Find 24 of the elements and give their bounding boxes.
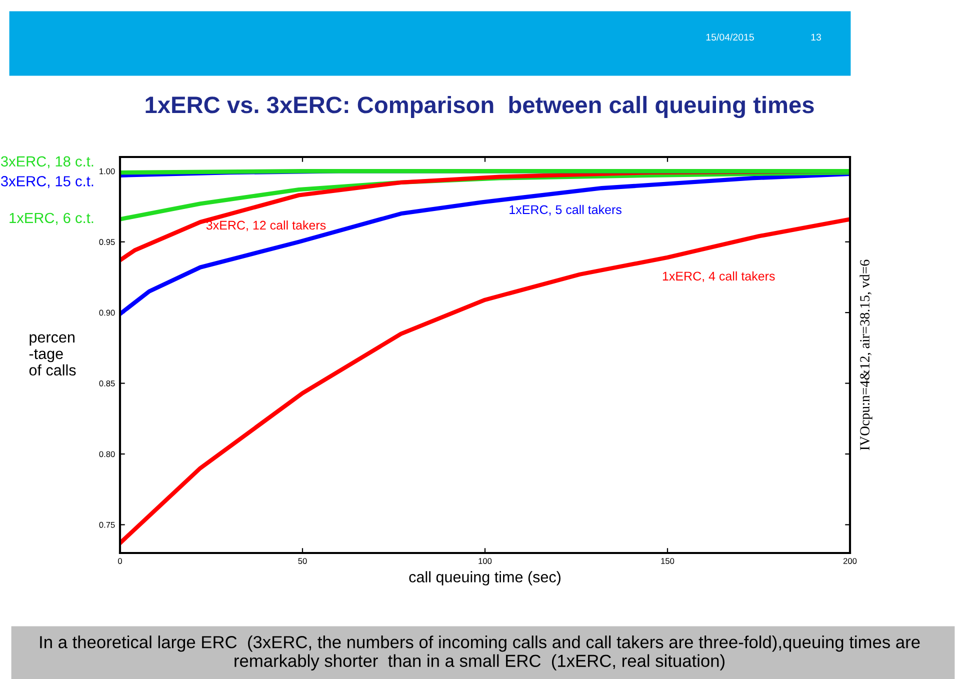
series-label: 1xERC, 6 c.t. <box>10 212 94 225</box>
y-tick-label: 0.90 <box>99 310 115 316</box>
series-label: 3xERC, 18 c.t. <box>0 156 94 168</box>
series-label: 3xERC, 12 call takers <box>206 220 326 232</box>
x-tick-label: 50 <box>298 558 307 564</box>
series-label: 1xERC, 4 call takers <box>662 271 775 282</box>
series-label: 1xERC, 5 call takers <box>510 204 622 216</box>
y-tick-label: 0.95 <box>99 239 115 245</box>
y-tick-label: 1.00 <box>100 168 115 174</box>
y-tick-label: 0.75 <box>99 522 115 528</box>
chart-title: 1xERC vs. 3xERC: Comparison between call queuing times <box>146 96 814 118</box>
x-tick-label: 100 <box>478 558 492 564</box>
text: 13 <box>811 34 821 41</box>
text: 15/04/2015 <box>706 33 754 41</box>
series-label: 3xERC, 15 c.t. <box>0 176 94 188</box>
text: In a theoretical large ERC (3xERC, the numbers of incoming calls and call takers are three-fold),queuing times are remarkably shorter than in a small ERC (1xERC, real situation) <box>40 636 920 670</box>
text: IVOcpu:n=4&12, air=38.15, vd=6 <box>860 260 872 450</box>
x-tick-label: 200 <box>843 558 857 564</box>
y-axis-title: percen -tage of calls <box>29 334 76 376</box>
x-tick-label: 150 <box>661 558 674 564</box>
y-tick-label: 0.80 <box>99 451 115 458</box>
x-tick-label: 0 <box>118 558 122 564</box>
y-tick-label: 0.85 <box>99 380 115 386</box>
x-axis-title: call queuing time (sec) <box>409 571 560 586</box>
